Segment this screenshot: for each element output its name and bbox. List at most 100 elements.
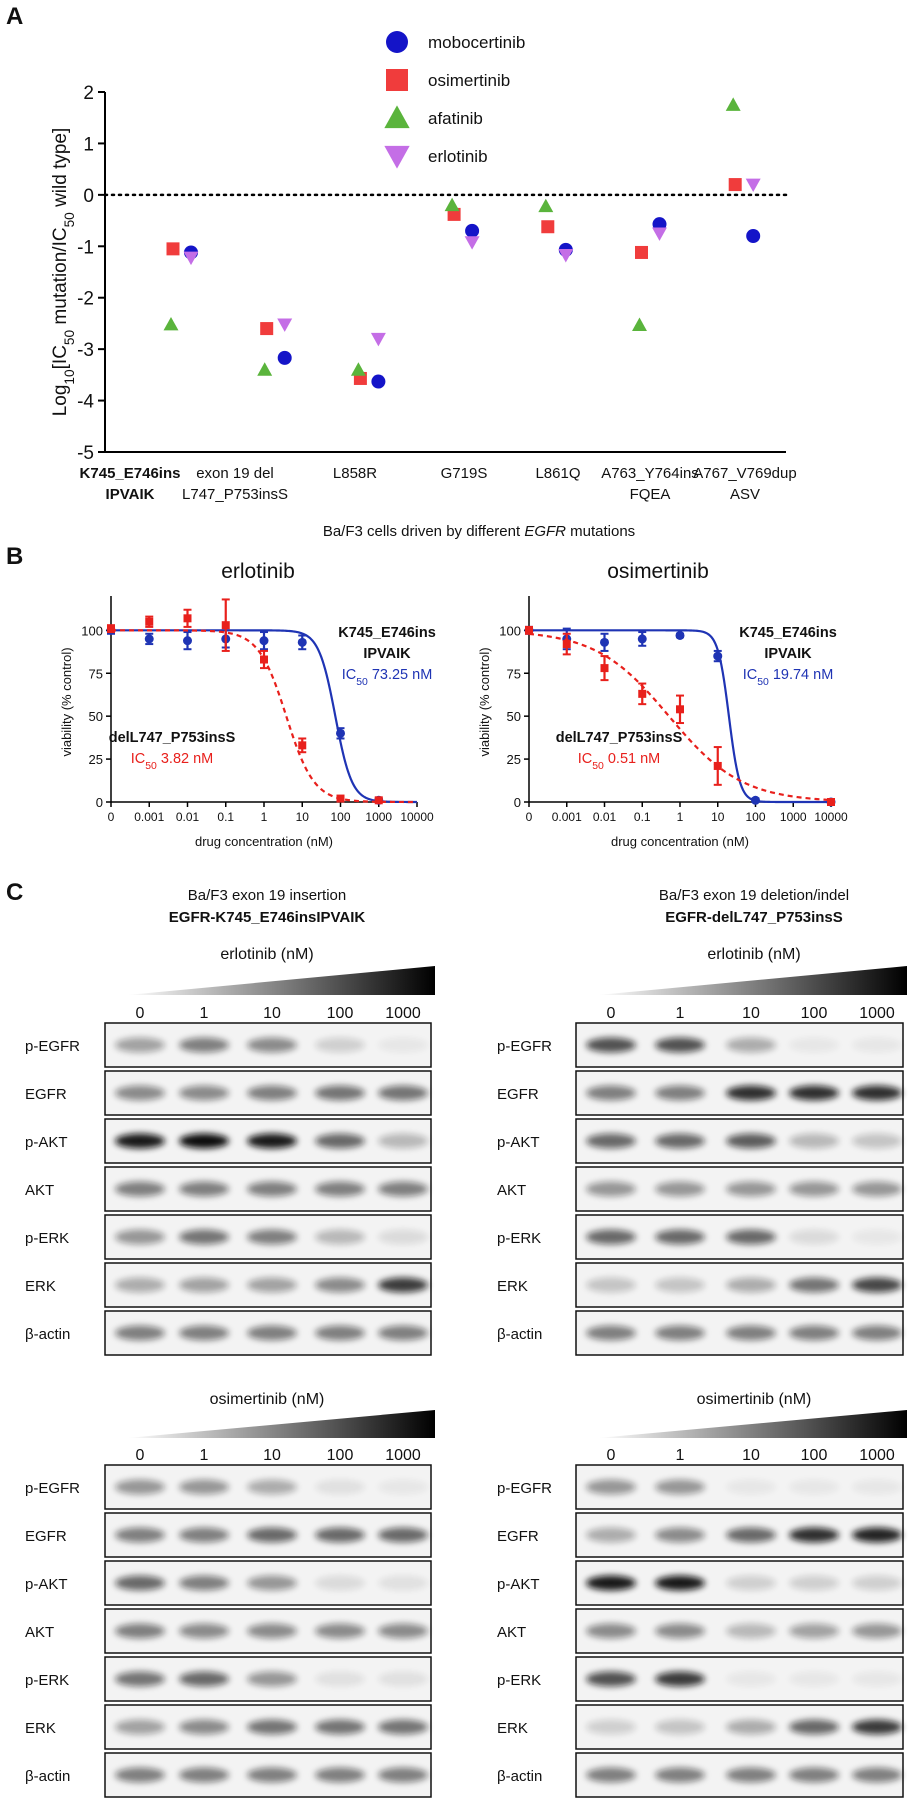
ic50-label-part: IC (578, 751, 593, 767)
band (115, 1527, 165, 1543)
point (464, 236, 480, 250)
point (541, 220, 555, 234)
band (179, 1277, 229, 1293)
y-tick-label: 0 (83, 186, 94, 207)
band (179, 1623, 229, 1639)
dose-label: 1000 (859, 1005, 895, 1022)
drug-label: erlotinib (nM) (707, 946, 800, 963)
y-axis-label-part: [IC (50, 345, 71, 369)
y-tick-label: -2 (77, 289, 94, 310)
band (115, 1575, 165, 1591)
dose-wedge (598, 966, 907, 995)
row-label: p-AKT (25, 1576, 68, 1593)
ic50-label: IC50 73.25 nM (342, 667, 433, 688)
y-tick-label: 0 (514, 795, 521, 810)
panel-label: A (6, 3, 23, 30)
point (336, 728, 345, 738)
point (374, 796, 383, 805)
y-tick-label: 50 (507, 709, 521, 724)
band (726, 1575, 776, 1591)
band (247, 1767, 297, 1783)
band (655, 1133, 705, 1149)
y-axis-label-part: Log (50, 385, 71, 417)
ic50-label-part: IC (743, 667, 758, 683)
band (789, 1277, 839, 1293)
x-tick-label: exon 19 del (196, 465, 274, 482)
band (247, 1719, 297, 1735)
ic50-label-part: 50 (145, 761, 157, 772)
band (179, 1325, 229, 1341)
dose-label: 1000 (385, 1447, 421, 1464)
band (179, 1229, 229, 1245)
x-tick-label: 0.1 (634, 810, 651, 824)
curve-label: IPVAIK (764, 646, 812, 662)
band (315, 1671, 365, 1687)
legend-label: afatinib (428, 109, 483, 128)
point (465, 223, 480, 238)
band (315, 1181, 365, 1197)
band (789, 1037, 839, 1053)
band (247, 1181, 297, 1197)
band (586, 1671, 636, 1687)
dose-label: 100 (327, 1005, 354, 1022)
point (257, 362, 273, 376)
x-tick-label: 100 (330, 810, 350, 824)
y-tick-label: 25 (89, 752, 103, 767)
band (789, 1623, 839, 1639)
row-label: AKT (497, 1182, 526, 1199)
point (675, 630, 685, 640)
band (179, 1575, 229, 1591)
x-tick-label: 1 (677, 810, 684, 824)
legend-marker (384, 105, 410, 129)
y-tick-label: -1 (77, 237, 94, 258)
band (655, 1623, 705, 1639)
row-label: ERK (25, 1278, 56, 1295)
row-label: ERK (497, 1720, 528, 1737)
point (637, 634, 647, 644)
y-tick-label: 100 (499, 623, 521, 638)
row-label: ERK (497, 1278, 528, 1295)
band (586, 1479, 636, 1495)
band (586, 1181, 636, 1197)
band (247, 1229, 297, 1245)
band (115, 1325, 165, 1341)
point (728, 178, 742, 192)
band (115, 1181, 165, 1197)
band (179, 1719, 229, 1735)
band (315, 1527, 365, 1543)
x-tick-label: K745_E746ins (80, 465, 181, 482)
point (221, 621, 230, 630)
point (751, 795, 760, 805)
band (378, 1181, 428, 1197)
band (247, 1325, 297, 1341)
row-label: p-EGFR (497, 1480, 552, 1497)
dose-label: 1 (200, 1005, 209, 1022)
y-axis-label: viability (% control) (59, 647, 74, 756)
row-label: p-AKT (497, 1576, 540, 1593)
band (789, 1479, 839, 1495)
dose-label: 100 (327, 1447, 354, 1464)
panel-label: B (6, 543, 23, 570)
band (586, 1719, 636, 1735)
row-label: AKT (25, 1624, 54, 1641)
band (655, 1277, 705, 1293)
y-tick-label: 75 (507, 666, 521, 681)
band (179, 1479, 229, 1495)
band (378, 1671, 428, 1687)
point (163, 316, 179, 331)
band (655, 1767, 705, 1783)
band (115, 1719, 165, 1735)
x-tick-label: A763_Y764ins (601, 465, 699, 482)
drug-label: osimertinib (nM) (697, 1391, 812, 1408)
dose-label: 0 (136, 1005, 145, 1022)
y-tick-label: -3 (77, 340, 94, 361)
y-tick-label: -5 (77, 443, 94, 464)
band (726, 1767, 776, 1783)
row-label: β-actin (497, 1326, 542, 1343)
x-tick-label: IPVAIK (106, 486, 155, 503)
point (638, 689, 647, 698)
y-axis-label-part: mutation/IC (50, 227, 71, 329)
band (179, 1181, 229, 1197)
band (115, 1623, 165, 1639)
band (655, 1181, 705, 1197)
